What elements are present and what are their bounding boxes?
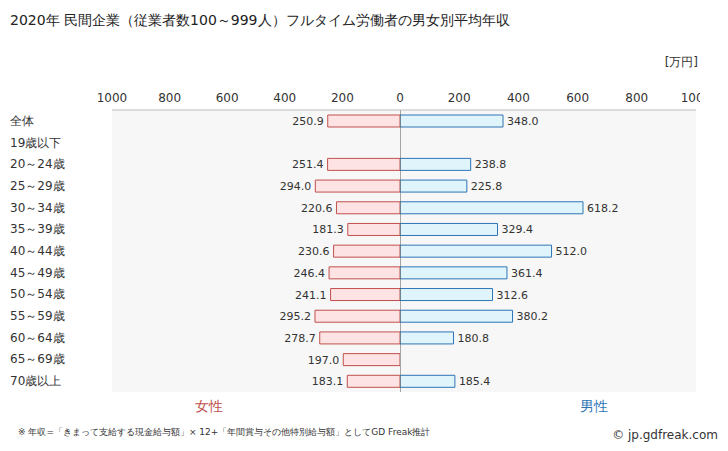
svg-text:25～29歳: 25～29歳 (10, 179, 65, 193)
svg-text:295.2: 295.2 (279, 310, 311, 323)
svg-text:241.1: 241.1 (295, 289, 327, 302)
svg-text:65～69歳: 65～69歳 (10, 352, 65, 366)
html-text:© jp.gdfreak.com: © jp.gdfreak.com (612, 428, 718, 442)
svg-text:40～44歳: 40～44歳 (10, 244, 65, 258)
svg-text:238.8: 238.8 (475, 158, 507, 171)
svg-text:70歳以上: 70歳以上 (10, 374, 61, 388)
svg-text:312.6: 312.6 (497, 289, 529, 302)
svg-text:200: 200 (331, 91, 354, 105)
svg-text:380.2: 380.2 (517, 310, 549, 323)
svg-text:600: 600 (216, 91, 239, 105)
svg-text:50～54歳: 50～54歳 (10, 287, 65, 301)
svg-text:181.3: 181.3 (312, 223, 344, 236)
html-text:男性: 男性 (580, 398, 608, 414)
svg-text:361.4: 361.4 (511, 267, 542, 280)
svg-text:全体: 全体 (10, 114, 34, 128)
svg-text:225.8: 225.8 (471, 180, 503, 193)
svg-text:185.4: 185.4 (459, 375, 491, 388)
svg-text:180.8: 180.8 (458, 332, 490, 345)
svg-text:512.0: 512.0 (556, 245, 588, 258)
svg-text:250.9: 250.9 (292, 115, 324, 128)
svg-text:1000: 1000 (97, 91, 128, 105)
svg-text:278.7: 278.7 (284, 332, 316, 345)
svg-text:183.1: 183.1 (312, 375, 344, 388)
svg-text:618.2: 618.2 (587, 202, 619, 215)
svg-text:329.4: 329.4 (502, 223, 534, 236)
svg-text:60～64歳: 60～64歳 (10, 331, 65, 345)
svg-text:251.4: 251.4 (292, 158, 324, 171)
svg-text:0: 0 (400, 91, 404, 105)
svg-text:197.0: 197.0 (308, 354, 340, 367)
svg-text:230.6: 230.6 (298, 245, 330, 258)
html-text:[万円]: [万円] (664, 55, 698, 69)
svg-text:220.6: 220.6 (301, 202, 333, 215)
svg-text:400: 400 (507, 91, 530, 105)
svg-text:19歳以下: 19歳以下 (10, 136, 61, 150)
svg-text:200: 200 (448, 91, 471, 105)
html-text:2020年 民間企業（従業者数100～999人）フルタイム労: 2020年 民間企業（従業者数100～999人）フルタイム労働者の男女別平均年収 (10, 12, 510, 28)
svg-text:35～39歳: 35～39歳 (10, 222, 65, 236)
svg-text:1000: 1000 (681, 91, 700, 105)
svg-text:30～34歳: 30～34歳 (10, 201, 65, 215)
svg-text:294.0: 294.0 (280, 180, 312, 193)
svg-text:20～24歳: 20～24歳 (10, 157, 65, 171)
svg-text:800: 800 (158, 91, 181, 105)
svg-text:0: 0 (396, 91, 400, 105)
html-text:※ 年収=「きまって支給する現金給与額」× 12+「年間賞与: ※ 年収=「きまって支給する現金給与額」× 12+「年間賞与その他特別給与額」と… (18, 427, 431, 437)
svg-text:45～49歳: 45～49歳 (10, 266, 65, 280)
svg-text:246.4: 246.4 (294, 267, 326, 280)
svg-text:600: 600 (566, 91, 589, 105)
svg-text:800: 800 (625, 91, 648, 105)
svg-text:348.0: 348.0 (507, 115, 539, 128)
html-text:女性: 女性 (195, 398, 223, 414)
svg-text:55～59歳: 55～59歳 (10, 309, 65, 323)
svg-text:400: 400 (273, 91, 296, 105)
